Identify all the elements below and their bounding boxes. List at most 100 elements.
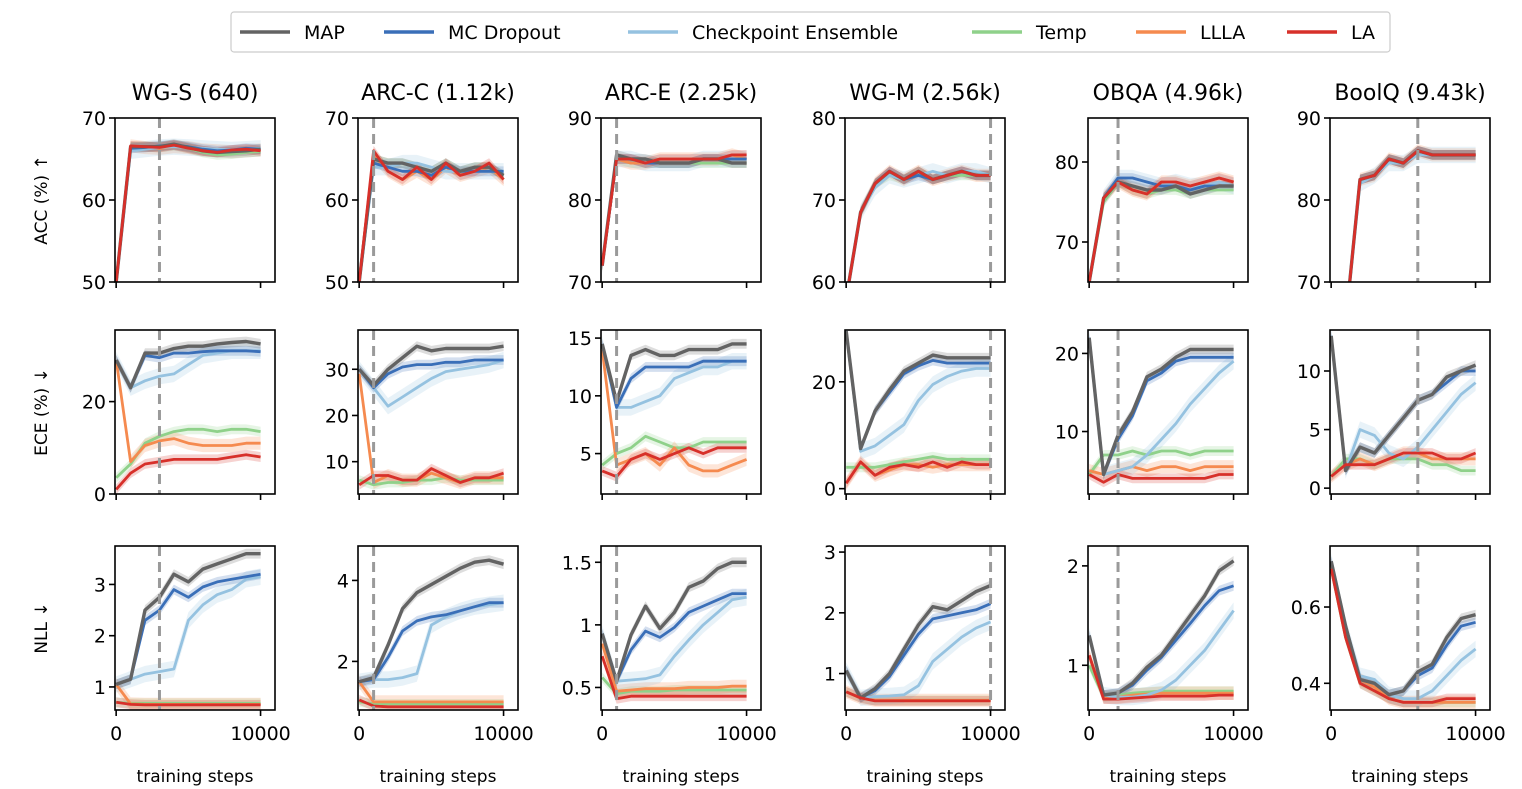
y-tick-label: 2 xyxy=(824,603,836,625)
y-tick-label: 80 xyxy=(812,108,836,130)
line-la xyxy=(115,453,261,491)
band-temp xyxy=(602,154,747,271)
line-la xyxy=(1330,451,1477,478)
line-checkpoint-ensemble xyxy=(115,145,261,282)
band-mc-dropout xyxy=(602,338,747,413)
panel-grid: ACC (%) ↑ECE (%) ↓NLL ↓WG-S (640)5060700… xyxy=(32,81,1506,787)
line-temp xyxy=(1088,180,1234,282)
row-ylabel-ece: ECE (%) ↓ xyxy=(32,368,52,456)
axes-frame xyxy=(600,329,762,495)
y-tick-label: 1.5 xyxy=(562,552,592,574)
panel-acc: 70 80 90 xyxy=(1297,108,1491,294)
line-la xyxy=(847,169,991,282)
y-tick-label: 70 xyxy=(1297,272,1321,294)
line-la xyxy=(358,698,504,709)
line-la xyxy=(845,460,991,485)
y-tick-label: 0.6 xyxy=(1291,597,1321,619)
y-tick-label: 1 xyxy=(94,677,106,699)
line-map xyxy=(1088,180,1234,282)
band-checkpoint-ensemble xyxy=(847,163,991,282)
axes-frame xyxy=(600,117,762,283)
band-llla xyxy=(1089,460,1234,481)
axes-frame xyxy=(600,545,762,711)
line-la xyxy=(358,149,505,282)
y-tick-label: 20 xyxy=(325,405,349,427)
line-map xyxy=(1330,335,1477,473)
line-temp xyxy=(115,144,261,282)
x-tick-label: 10000 xyxy=(960,723,1020,745)
band-checkpoint-ensemble xyxy=(602,150,747,274)
line-llla xyxy=(115,359,261,464)
line-mc-dropout xyxy=(358,601,504,684)
line-checkpoint-ensemble xyxy=(115,575,261,686)
band-checkpoint-ensemble xyxy=(116,342,261,396)
x-tick-label: 10000 xyxy=(1203,723,1263,745)
band-la xyxy=(602,442,747,482)
y-tick-label: 2 xyxy=(337,651,349,673)
band-la xyxy=(359,145,504,282)
line-mc-dropout xyxy=(601,343,747,409)
y-tick-label: 70 xyxy=(82,108,106,130)
line-la xyxy=(601,655,747,701)
y-tick-label: 0 xyxy=(94,484,106,506)
x-tick-label: 10000 xyxy=(1445,723,1505,745)
chart-title: OBQA (4.96k) xyxy=(1093,81,1244,106)
y-tick-label: 70 xyxy=(325,108,349,130)
line-checkpoint-ensemble xyxy=(847,169,991,282)
line-la xyxy=(115,700,261,707)
y-tick-label: 20 xyxy=(812,372,836,394)
axes-frame xyxy=(844,329,1006,495)
y-tick-label: 0 xyxy=(1309,478,1321,500)
y-tick-label: 80 xyxy=(1055,152,1079,174)
band-mc-dropout xyxy=(116,140,261,282)
line-la xyxy=(601,153,747,266)
line-llla xyxy=(1348,149,1476,282)
band-mc-dropout xyxy=(359,355,504,393)
panel-ece: 5 10 15 xyxy=(568,328,762,500)
y-tick-label: 70 xyxy=(1055,232,1079,254)
legend-item-temp: Temp xyxy=(972,22,1087,44)
band-la xyxy=(116,140,261,282)
axes-frame xyxy=(1329,117,1491,283)
line-checkpoint-ensemble xyxy=(845,330,991,453)
y-tick-label: 10 xyxy=(1297,361,1321,383)
line-map xyxy=(115,552,261,687)
panel-nll: 1 2 3 0 10000 training steps xyxy=(824,542,1021,787)
band-mc-dropout xyxy=(1349,145,1476,282)
panel-acc: 50 60 70 xyxy=(82,108,276,294)
y-tick-label: 3 xyxy=(94,574,106,596)
row-ylabel-nll: NLL ↓ xyxy=(32,602,52,653)
y-tick-label: 1 xyxy=(824,664,836,686)
line-mc-dropout xyxy=(358,358,504,390)
line-la xyxy=(1088,654,1234,701)
y-tick-label: 5 xyxy=(1309,420,1321,442)
panel-nll: 1 2 3 0 10000 training steps xyxy=(94,545,291,787)
x-tick-label: 0 xyxy=(353,723,365,745)
band-llla xyxy=(1349,144,1476,282)
panel-ece: 10 20 30 xyxy=(325,329,519,500)
axes-frame xyxy=(114,329,276,495)
line-temp xyxy=(601,157,747,266)
band-la xyxy=(116,449,261,494)
band-temp xyxy=(848,166,991,282)
line-llla xyxy=(601,153,747,266)
line-map xyxy=(1348,149,1476,282)
panel-ece: 0 5 10 xyxy=(1297,329,1491,500)
band-mc-dropout xyxy=(1089,173,1234,282)
x-axis-label: training steps xyxy=(623,767,740,787)
line-checkpoint-ensemble xyxy=(601,343,747,409)
line-la xyxy=(358,467,505,486)
line-map xyxy=(601,560,747,683)
axes-frame xyxy=(114,545,276,711)
band-temp xyxy=(1349,145,1476,282)
axes-frame xyxy=(1329,329,1491,495)
y-tick-label: 60 xyxy=(82,190,106,212)
band-checkpoint-ensemble xyxy=(602,589,747,690)
row-ylabel-acc: ACC (%) ↑ xyxy=(32,155,52,245)
axes-frame xyxy=(1087,117,1249,283)
axes-frame xyxy=(1087,329,1249,495)
band-checkpoint-ensemble xyxy=(116,138,261,282)
line-mc-dropout xyxy=(847,169,991,282)
legend-item-map: MAP xyxy=(240,22,345,44)
